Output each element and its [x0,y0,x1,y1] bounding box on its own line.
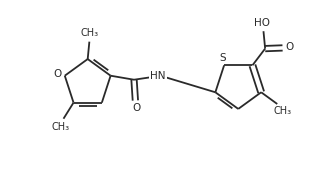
Text: O: O [285,42,293,52]
Text: CH₃: CH₃ [273,106,291,116]
Text: CH₃: CH₃ [51,122,69,132]
Text: HN: HN [151,71,166,81]
Text: HO: HO [254,18,270,28]
Text: O: O [53,69,61,79]
Text: S: S [219,53,226,63]
Text: CH₃: CH₃ [80,28,98,38]
Text: O: O [132,103,140,113]
